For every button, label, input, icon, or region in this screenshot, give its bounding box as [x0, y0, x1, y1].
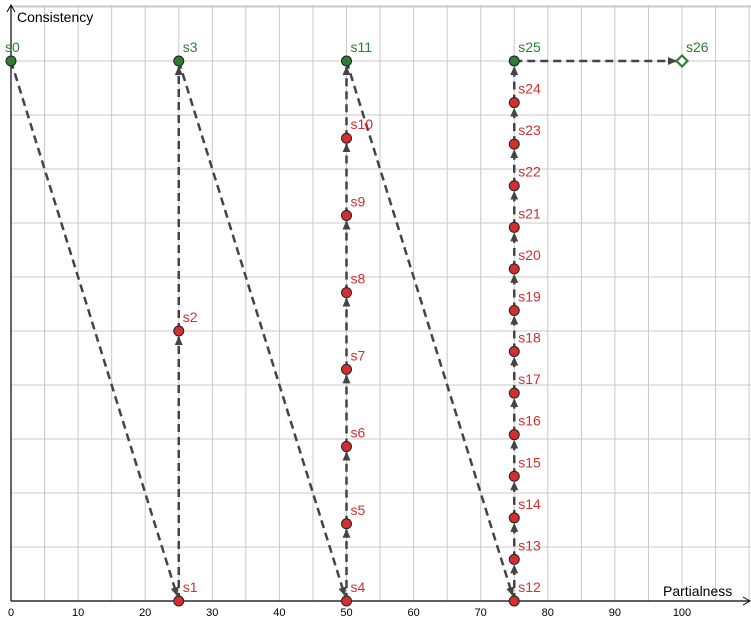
point-s10: [341, 132, 352, 144]
point-s4: [341, 595, 352, 607]
grid: [10, 5, 751, 602]
point-s5: [341, 518, 352, 530]
point-s26: [674, 53, 690, 69]
x-tick-label: 30: [206, 607, 218, 619]
x-tick-labels: 0 10 20 30 40 50 60 70 80 90 100: [8, 607, 691, 619]
point-s21: [508, 221, 520, 233]
x-tick-label: 50: [340, 607, 352, 619]
label-s4: s4: [351, 579, 366, 595]
point-s9: [341, 209, 352, 221]
label-s7: s7: [351, 347, 366, 363]
x-tick-label: 0: [8, 607, 14, 619]
point-s11: [341, 55, 352, 67]
x-tick-label: 60: [407, 607, 419, 619]
point-s23: [508, 138, 520, 150]
point-s0: [5, 55, 17, 67]
axes: [6, 3, 751, 606]
transition-arrows: [9, 57, 677, 601]
label-s0: s0: [5, 39, 20, 55]
point-s7: [341, 363, 352, 375]
label-s15: s15: [518, 454, 541, 470]
x-axis-arrow: [742, 596, 751, 606]
label-s3: s3: [183, 39, 198, 55]
point-s3: [173, 55, 185, 67]
point-s18: [508, 346, 520, 358]
label-s9: s9: [351, 193, 366, 209]
label-s6: s6: [351, 425, 366, 441]
label-s11: s11: [351, 39, 373, 55]
point-s15: [508, 470, 520, 482]
point-s24: [508, 97, 520, 109]
x-tick-label: 90: [609, 607, 621, 619]
x-tick-label: 40: [273, 607, 285, 619]
state-points: [5, 53, 690, 607]
x-tick-label: 80: [542, 607, 554, 619]
label-s5: s5: [351, 502, 366, 518]
point-s20: [508, 263, 520, 275]
point-s1: [173, 595, 185, 607]
y-axis-arrow: [6, 3, 16, 13]
state-labels: s0 s1 s2 s3 s4 s5 s6 s7 s8 s9 s10 s11 s12 s13 s14 s15 s1…: [5, 39, 709, 595]
label-s8: s8: [351, 271, 366, 287]
label-s1: s1: [183, 579, 198, 595]
x-tick-label: 70: [475, 607, 487, 619]
label-s13: s13: [518, 537, 541, 553]
label-s12: s12: [518, 579, 541, 595]
x-tick-label: 100: [673, 607, 691, 619]
label-s25: s25: [518, 39, 541, 55]
label-s23: s23: [518, 122, 541, 138]
transition-arrow: [177, 60, 347, 597]
label-s18: s18: [518, 330, 541, 346]
label-s17: s17: [518, 371, 541, 387]
x-tick-label: 10: [72, 607, 84, 619]
label-s10: s10: [351, 116, 374, 132]
label-s22: s22: [518, 164, 541, 180]
label-s2: s2: [183, 309, 198, 325]
label-s19: s19: [518, 288, 541, 304]
point-s25: [508, 55, 520, 67]
point-s14: [508, 512, 520, 524]
point-s16: [508, 429, 520, 441]
label-s24: s24: [518, 81, 541, 97]
transition-arrow: [345, 60, 514, 597]
point-s8: [341, 287, 352, 299]
point-s12: [508, 595, 520, 607]
point-s19: [508, 304, 520, 316]
label-s21: s21: [518, 205, 541, 221]
point-s17: [508, 387, 520, 399]
point-s2: [173, 325, 185, 337]
transition-arrow: [9, 60, 179, 597]
y-axis-label: Consistency: [17, 9, 93, 25]
label-s14: s14: [518, 496, 541, 512]
label-s16: s16: [518, 413, 541, 429]
x-axis-label: Partialness: [663, 583, 732, 599]
label-s26: s26: [686, 39, 709, 55]
point-s6: [341, 441, 352, 453]
x-tick-label: 20: [139, 607, 151, 619]
point-s22: [508, 180, 520, 192]
point-s13: [508, 553, 520, 565]
label-s20: s20: [518, 247, 541, 263]
